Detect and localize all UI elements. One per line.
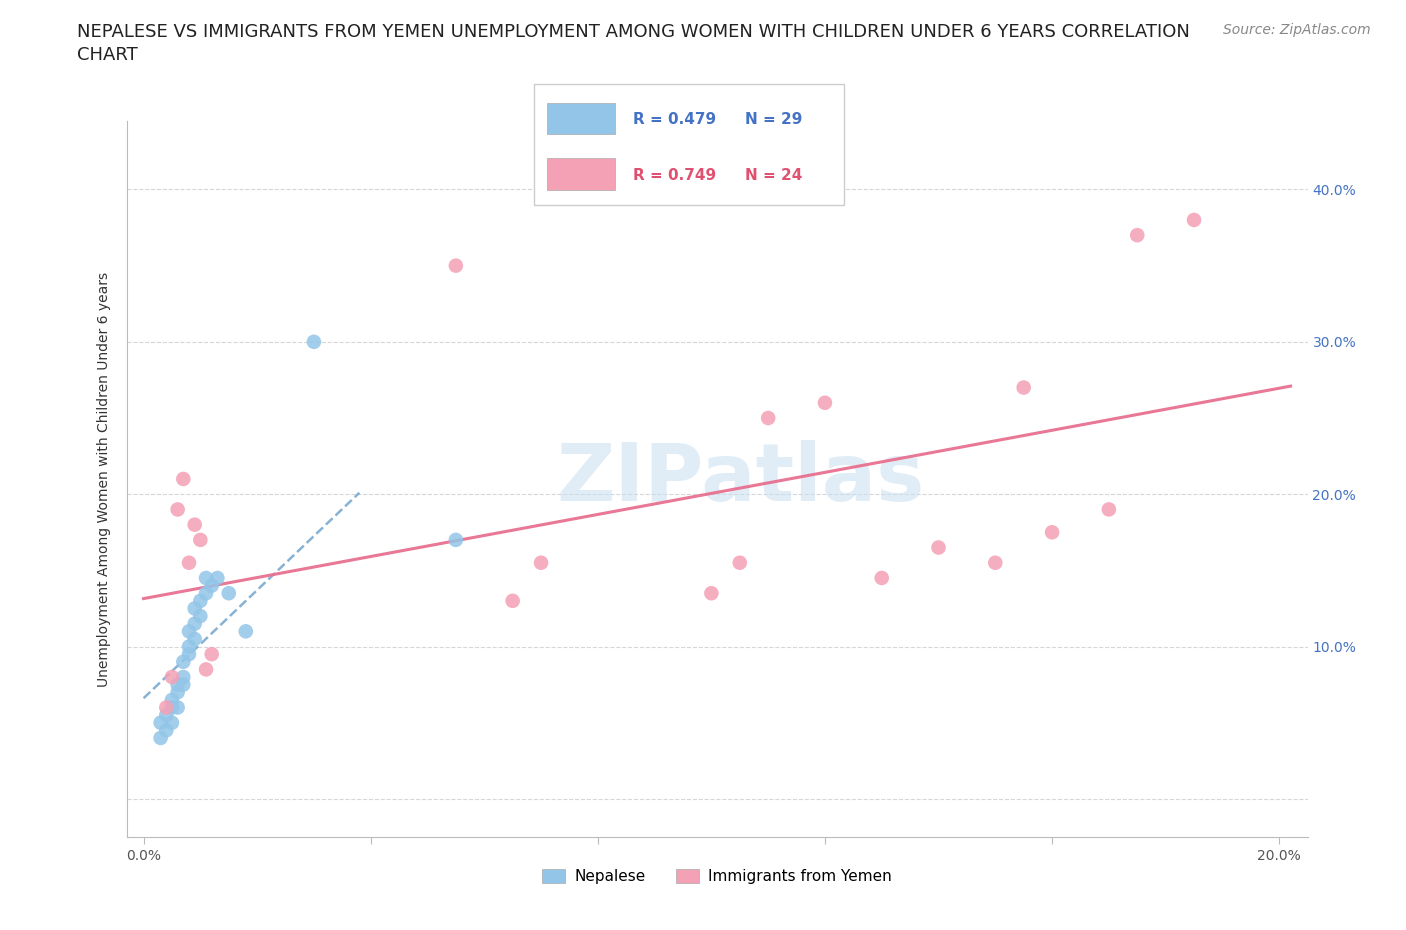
Text: CHART: CHART — [77, 46, 138, 64]
Point — [302, 335, 325, 350]
Point — [166, 502, 188, 517]
Point — [172, 677, 194, 692]
Point — [149, 731, 172, 746]
Point — [195, 662, 218, 677]
Point — [183, 631, 205, 646]
Point — [728, 555, 751, 570]
Point — [1040, 525, 1063, 539]
Point — [172, 670, 194, 684]
Point — [218, 586, 240, 601]
Point — [183, 617, 205, 631]
Point — [172, 655, 194, 670]
Point — [188, 593, 211, 608]
Point — [177, 555, 200, 570]
Point — [195, 570, 218, 585]
Point — [166, 684, 188, 699]
Text: N = 29: N = 29 — [745, 113, 801, 127]
Point — [177, 624, 200, 639]
Legend: Nepalese, Immigrants from Yemen: Nepalese, Immigrants from Yemen — [536, 862, 898, 890]
Point — [166, 677, 188, 692]
Point — [207, 570, 229, 585]
Point — [188, 533, 211, 548]
Text: Source: ZipAtlas.com: Source: ZipAtlas.com — [1223, 23, 1371, 37]
Point — [155, 723, 177, 737]
Point — [1098, 502, 1121, 517]
Point — [160, 700, 183, 715]
Point — [1182, 212, 1205, 227]
Point — [444, 533, 467, 548]
Point — [984, 555, 1007, 570]
Point — [201, 646, 224, 661]
Point — [530, 555, 553, 570]
Y-axis label: Unemployment Among Women with Children Under 6 years: Unemployment Among Women with Children U… — [97, 272, 111, 686]
Point — [172, 472, 194, 486]
Point — [928, 540, 950, 555]
Point — [195, 586, 218, 601]
Point — [1012, 380, 1035, 395]
Point — [155, 708, 177, 723]
Point — [155, 700, 177, 715]
Text: NEPALESE VS IMMIGRANTS FROM YEMEN UNEMPLOYMENT AMONG WOMEN WITH CHILDREN UNDER 6: NEPALESE VS IMMIGRANTS FROM YEMEN UNEMPL… — [77, 23, 1191, 41]
Point — [188, 608, 211, 623]
Point — [201, 578, 224, 593]
Point — [502, 593, 524, 608]
Point — [700, 586, 723, 601]
Point — [177, 646, 200, 661]
Point — [166, 700, 188, 715]
Text: R = 0.479: R = 0.479 — [633, 113, 717, 127]
Point — [183, 601, 205, 616]
Text: ZIPatlas: ZIPatlas — [557, 440, 925, 518]
Point — [444, 259, 467, 273]
FancyBboxPatch shape — [547, 102, 614, 135]
Point — [235, 624, 257, 639]
Point — [160, 693, 183, 708]
Point — [814, 395, 837, 410]
Point — [870, 570, 893, 585]
Point — [183, 517, 205, 532]
FancyBboxPatch shape — [547, 158, 614, 190]
Point — [177, 639, 200, 654]
FancyBboxPatch shape — [534, 84, 844, 205]
Text: R = 0.749: R = 0.749 — [633, 168, 717, 183]
Point — [756, 410, 779, 425]
Point — [160, 715, 183, 730]
Point — [160, 670, 183, 684]
Text: N = 24: N = 24 — [745, 168, 801, 183]
Point — [1126, 228, 1149, 243]
Point — [149, 715, 172, 730]
